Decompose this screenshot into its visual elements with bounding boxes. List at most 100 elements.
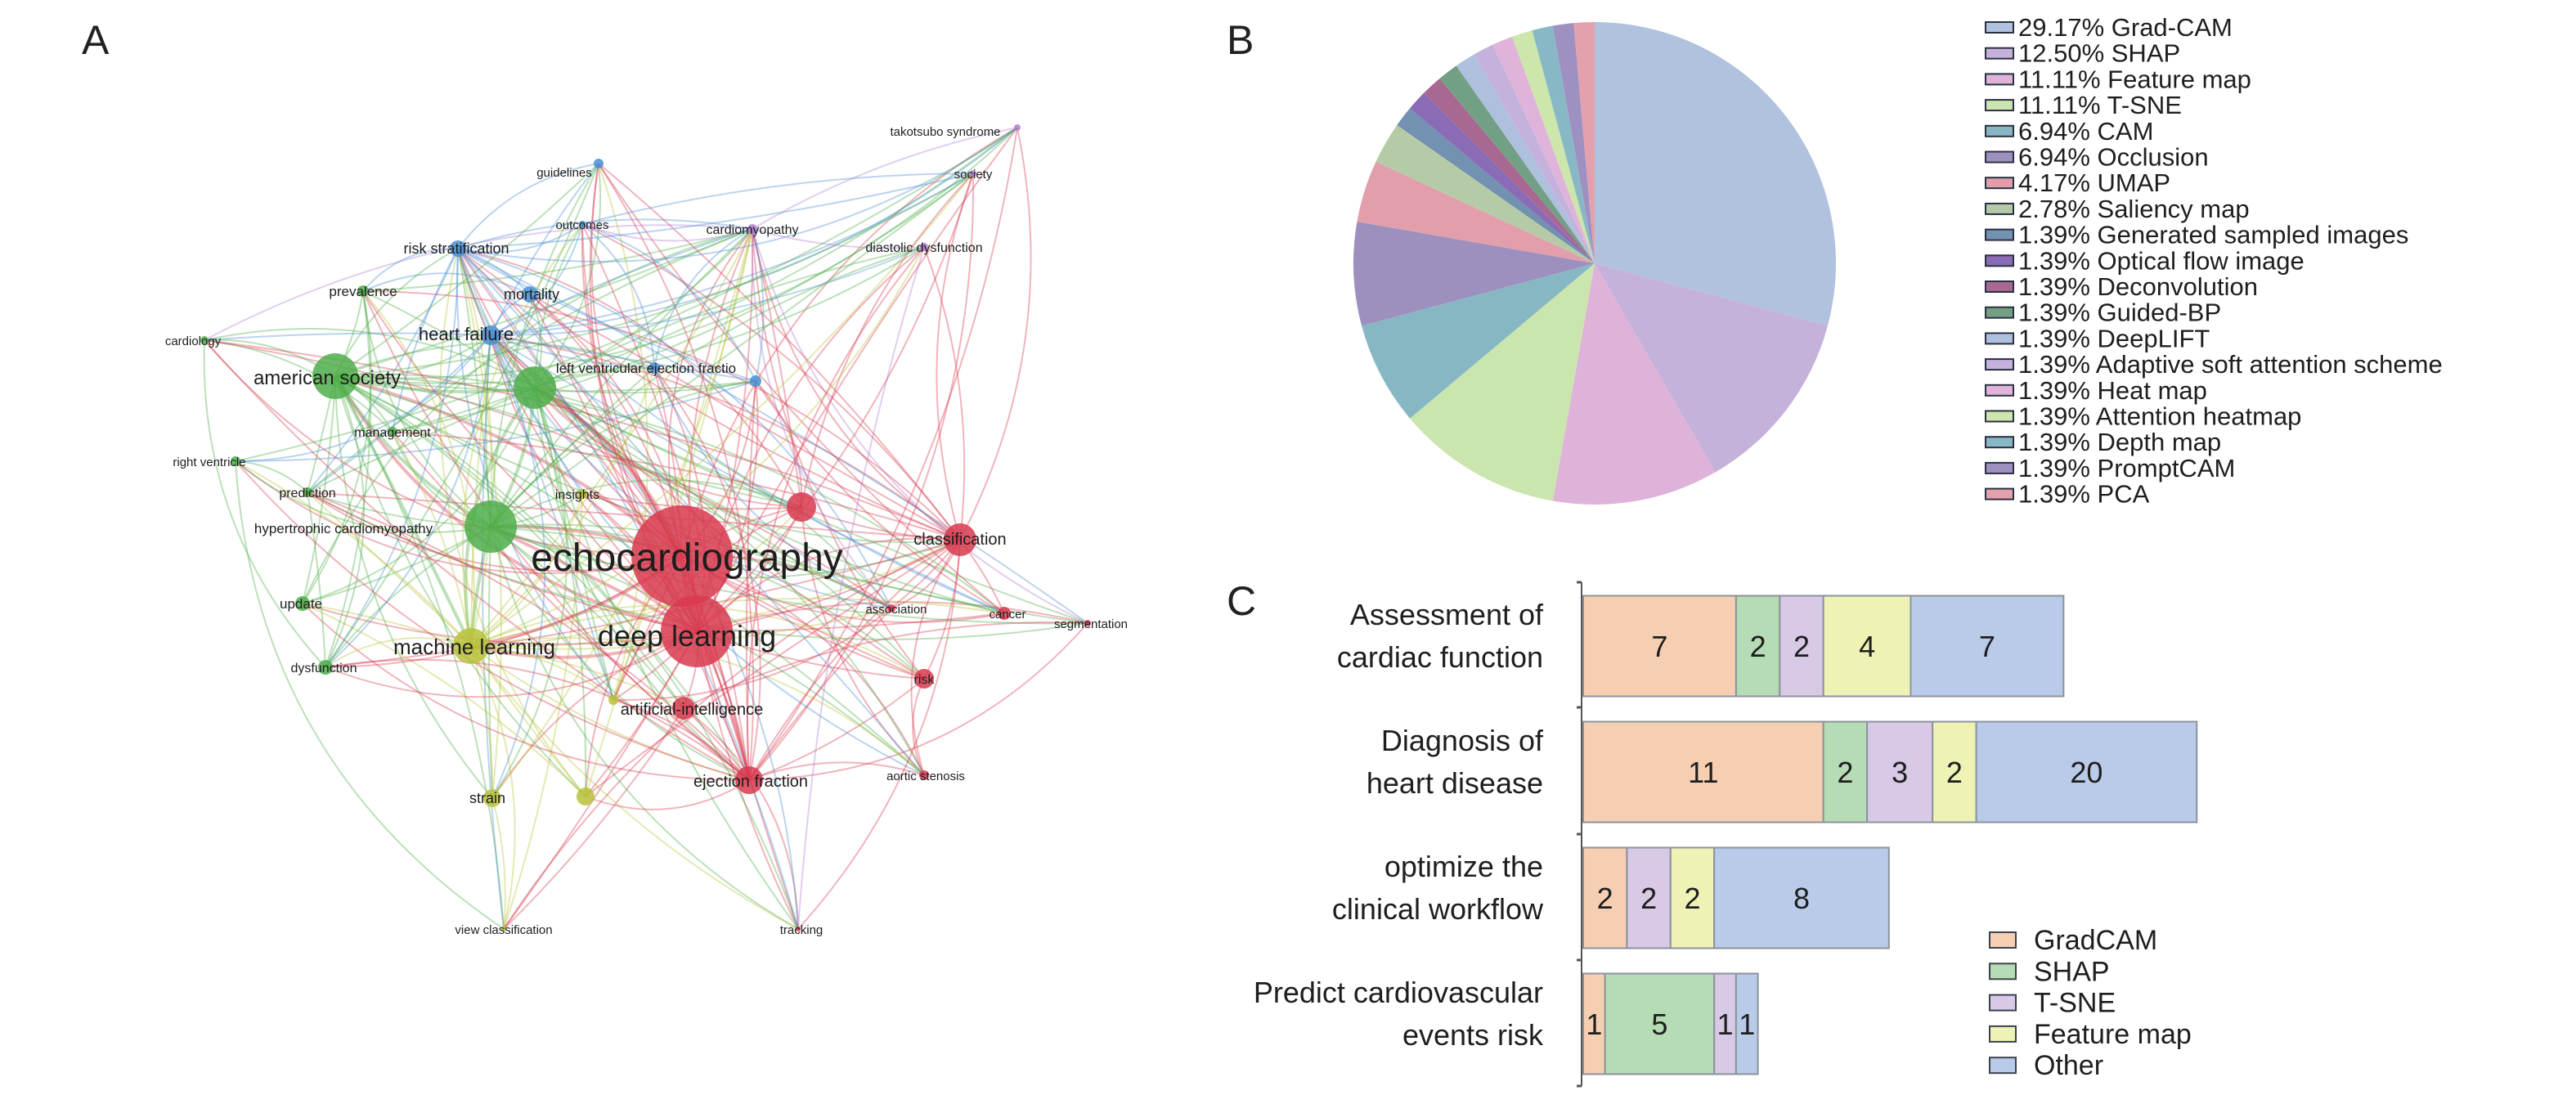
network-edge [748, 173, 975, 781]
bar-legend-label: GradCAM [2034, 925, 2157, 956]
network-node-label: heart failure [419, 324, 514, 344]
network-edge [334, 375, 1005, 614]
network-edge [751, 228, 892, 609]
network-node [608, 695, 618, 705]
network-node-label: segmentation [1054, 617, 1128, 631]
network-edge [490, 173, 974, 527]
network-edge [490, 223, 583, 336]
network-edge [653, 367, 761, 781]
pie-slice-saliency-map [1376, 124, 1595, 263]
network-edge [923, 539, 961, 680]
network-edge [334, 375, 802, 508]
network-edge [325, 658, 750, 781]
network-node [388, 427, 397, 437]
network-node-label: insights [555, 488, 599, 502]
network-node-label: prevalence [329, 284, 397, 299]
network-edge [235, 380, 756, 462]
network-node [464, 500, 517, 553]
network-edge [204, 339, 683, 558]
network-node-label: left ventricular ejection fractio [556, 361, 736, 376]
network-edge [590, 163, 683, 557]
bar-legend-swatch [1989, 963, 2017, 981]
network-edge [470, 493, 583, 647]
network-node-label: ejection fraction [693, 773, 808, 791]
network-edge [534, 228, 753, 388]
network-edge [470, 367, 655, 647]
network-edge [490, 334, 614, 701]
network-node [750, 375, 761, 387]
network-node [998, 607, 1011, 620]
network-node-label: mortality [504, 286, 559, 303]
network-node-label: classification [913, 531, 1006, 549]
bar-category-label: Predict cardiovascular [1254, 976, 1543, 1009]
network-edge [503, 631, 698, 930]
network-node [970, 170, 976, 177]
network-edge [490, 526, 1005, 614]
bar-segment-gradcam [1582, 972, 1606, 1075]
network-edge [362, 247, 459, 292]
network-edge [752, 228, 1088, 624]
network-node [787, 492, 816, 522]
network-edge [325, 375, 365, 668]
network-edge [581, 223, 961, 541]
network-edge [490, 526, 750, 781]
network-node [672, 697, 695, 720]
network-edge [613, 699, 750, 781]
bar-value-label: 2 [1837, 756, 1853, 789]
network-edge [470, 645, 516, 930]
bar-legend-label: SHAP [2034, 956, 2110, 987]
network-edge [503, 707, 684, 930]
network-node [200, 336, 209, 344]
pie-legend-swatch [1985, 384, 2014, 397]
network-edge [534, 223, 583, 388]
pie-legend-label: 11.11% T-SNE [2018, 91, 2182, 119]
pie-legend-label: 1.39% DeepLIFT [2018, 324, 2210, 352]
network-node-label: strain [469, 790, 505, 806]
network-edge [490, 334, 1005, 614]
bar-value-label: 8 [1793, 882, 1810, 915]
network-edge [797, 539, 961, 930]
network-edge [683, 622, 1088, 709]
network-edge [302, 228, 753, 604]
network-edge [470, 246, 925, 647]
network-node-label: hypertrophic cardiomyopathy [254, 521, 433, 536]
bar-value-label: 2 [1597, 882, 1613, 915]
network-edge [362, 290, 536, 388]
network-edge [325, 555, 683, 668]
bar-segment-other [1735, 972, 1759, 1075]
network-node-label: aortic stenosis [886, 770, 965, 783]
network-node-label: tracking [780, 923, 824, 937]
network-node [661, 595, 733, 667]
network-edge [362, 290, 475, 647]
bar-value-label: 5 [1651, 1007, 1667, 1041]
pie-legend-label: 29.17% Grad-CAM [2018, 13, 2233, 42]
network-edge [204, 224, 753, 341]
pie-legend-label: 2.78% Saliency map [2018, 195, 2250, 223]
network-edge [752, 228, 961, 541]
network-edge [334, 375, 586, 797]
pie-legend-swatch [1985, 177, 2014, 190]
pie-legend-swatch [1985, 73, 2014, 86]
network-edge [307, 491, 326, 668]
network-edge [748, 608, 892, 781]
network-edge [392, 431, 961, 541]
network-edge [490, 526, 799, 930]
network-edge [755, 380, 1005, 614]
network-edge [325, 637, 472, 668]
network-node-label: guidelines [536, 166, 592, 180]
network-edge [325, 163, 599, 668]
network-edge [307, 491, 750, 781]
network-edge [392, 248, 459, 433]
network-edge [598, 163, 755, 781]
network-edge [910, 539, 961, 776]
network-edge [490, 228, 753, 336]
network-node-label: risk [914, 673, 936, 687]
pie-chart [1353, 22, 1836, 505]
network-edge [203, 339, 326, 668]
bar-segment-other [1713, 846, 1890, 949]
network-edge [745, 380, 756, 781]
network-edge [204, 339, 750, 781]
bar-value-label: 2 [1793, 630, 1810, 663]
pie-slice-feature-map [1552, 263, 1716, 505]
